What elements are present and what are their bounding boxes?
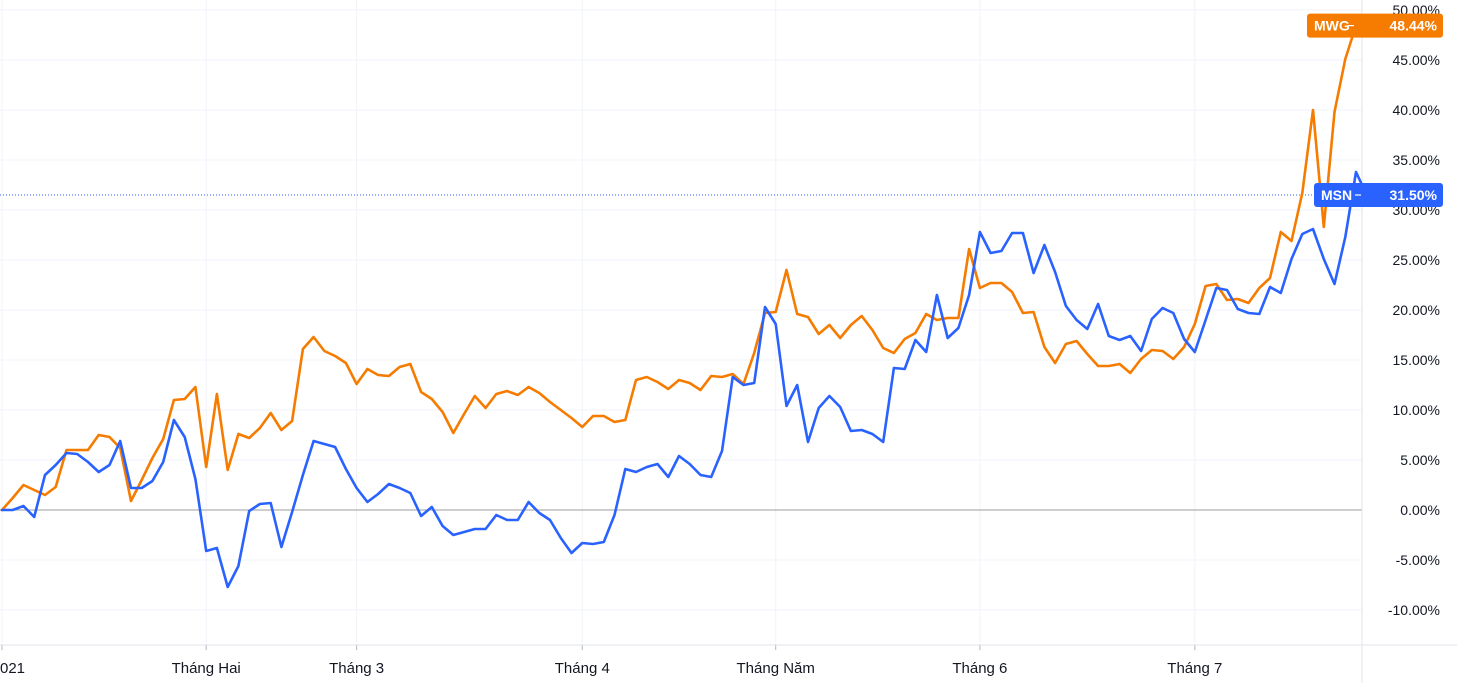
y-tick-label: -10.00% (1388, 602, 1440, 618)
series-line-mwg[interactable] (0, 24, 1358, 512)
x-tick-label: Tháng 7 (1167, 660, 1222, 677)
badge-background (1307, 13, 1443, 38)
badge-series-name: MWG (1314, 18, 1350, 34)
last-value-badge-mwg: MWG 48.44% (1307, 13, 1443, 38)
last-value-badge-msn: MSN 31.50% (1314, 183, 1443, 207)
grid-layer (0, 0, 1362, 645)
y-tick-label: 25.00% (1393, 252, 1440, 268)
x-tick-label: Tháng 4 (555, 660, 610, 677)
badge-series-name: MSN (1321, 187, 1352, 203)
x-tick-label: Tháng Năm (737, 660, 815, 677)
y-tick-label: 5.00% (1400, 452, 1440, 468)
x-tick-label: Tháng Hai (172, 660, 241, 677)
x-tick-label: Tháng 6 (952, 660, 1007, 677)
y-tick-label: -5.00% (1396, 552, 1440, 568)
label-layer: MWG 48.44% MSN 31.50% (1307, 13, 1443, 207)
series-layer (0, 24, 1368, 589)
badge-background (1314, 183, 1443, 207)
y-tick-label: 40.00% (1393, 102, 1440, 118)
x-tick-label: Tháng 3 (329, 660, 384, 677)
x-tick-label: 021 (0, 660, 25, 677)
y-tick-label: 10.00% (1393, 402, 1440, 418)
badge-last-value: 31.50% (1390, 187, 1438, 203)
y-tick-label: 15.00% (1393, 352, 1440, 368)
y-tick-label: 20.00% (1393, 302, 1440, 318)
y-tick-label: 0.00% (1400, 502, 1440, 518)
badge-last-value: 48.44% (1390, 18, 1438, 34)
y-tick-label: 35.00% (1393, 152, 1440, 168)
y-tick-label: 45.00% (1393, 52, 1440, 68)
series-line-msn[interactable] (0, 170, 1368, 589)
